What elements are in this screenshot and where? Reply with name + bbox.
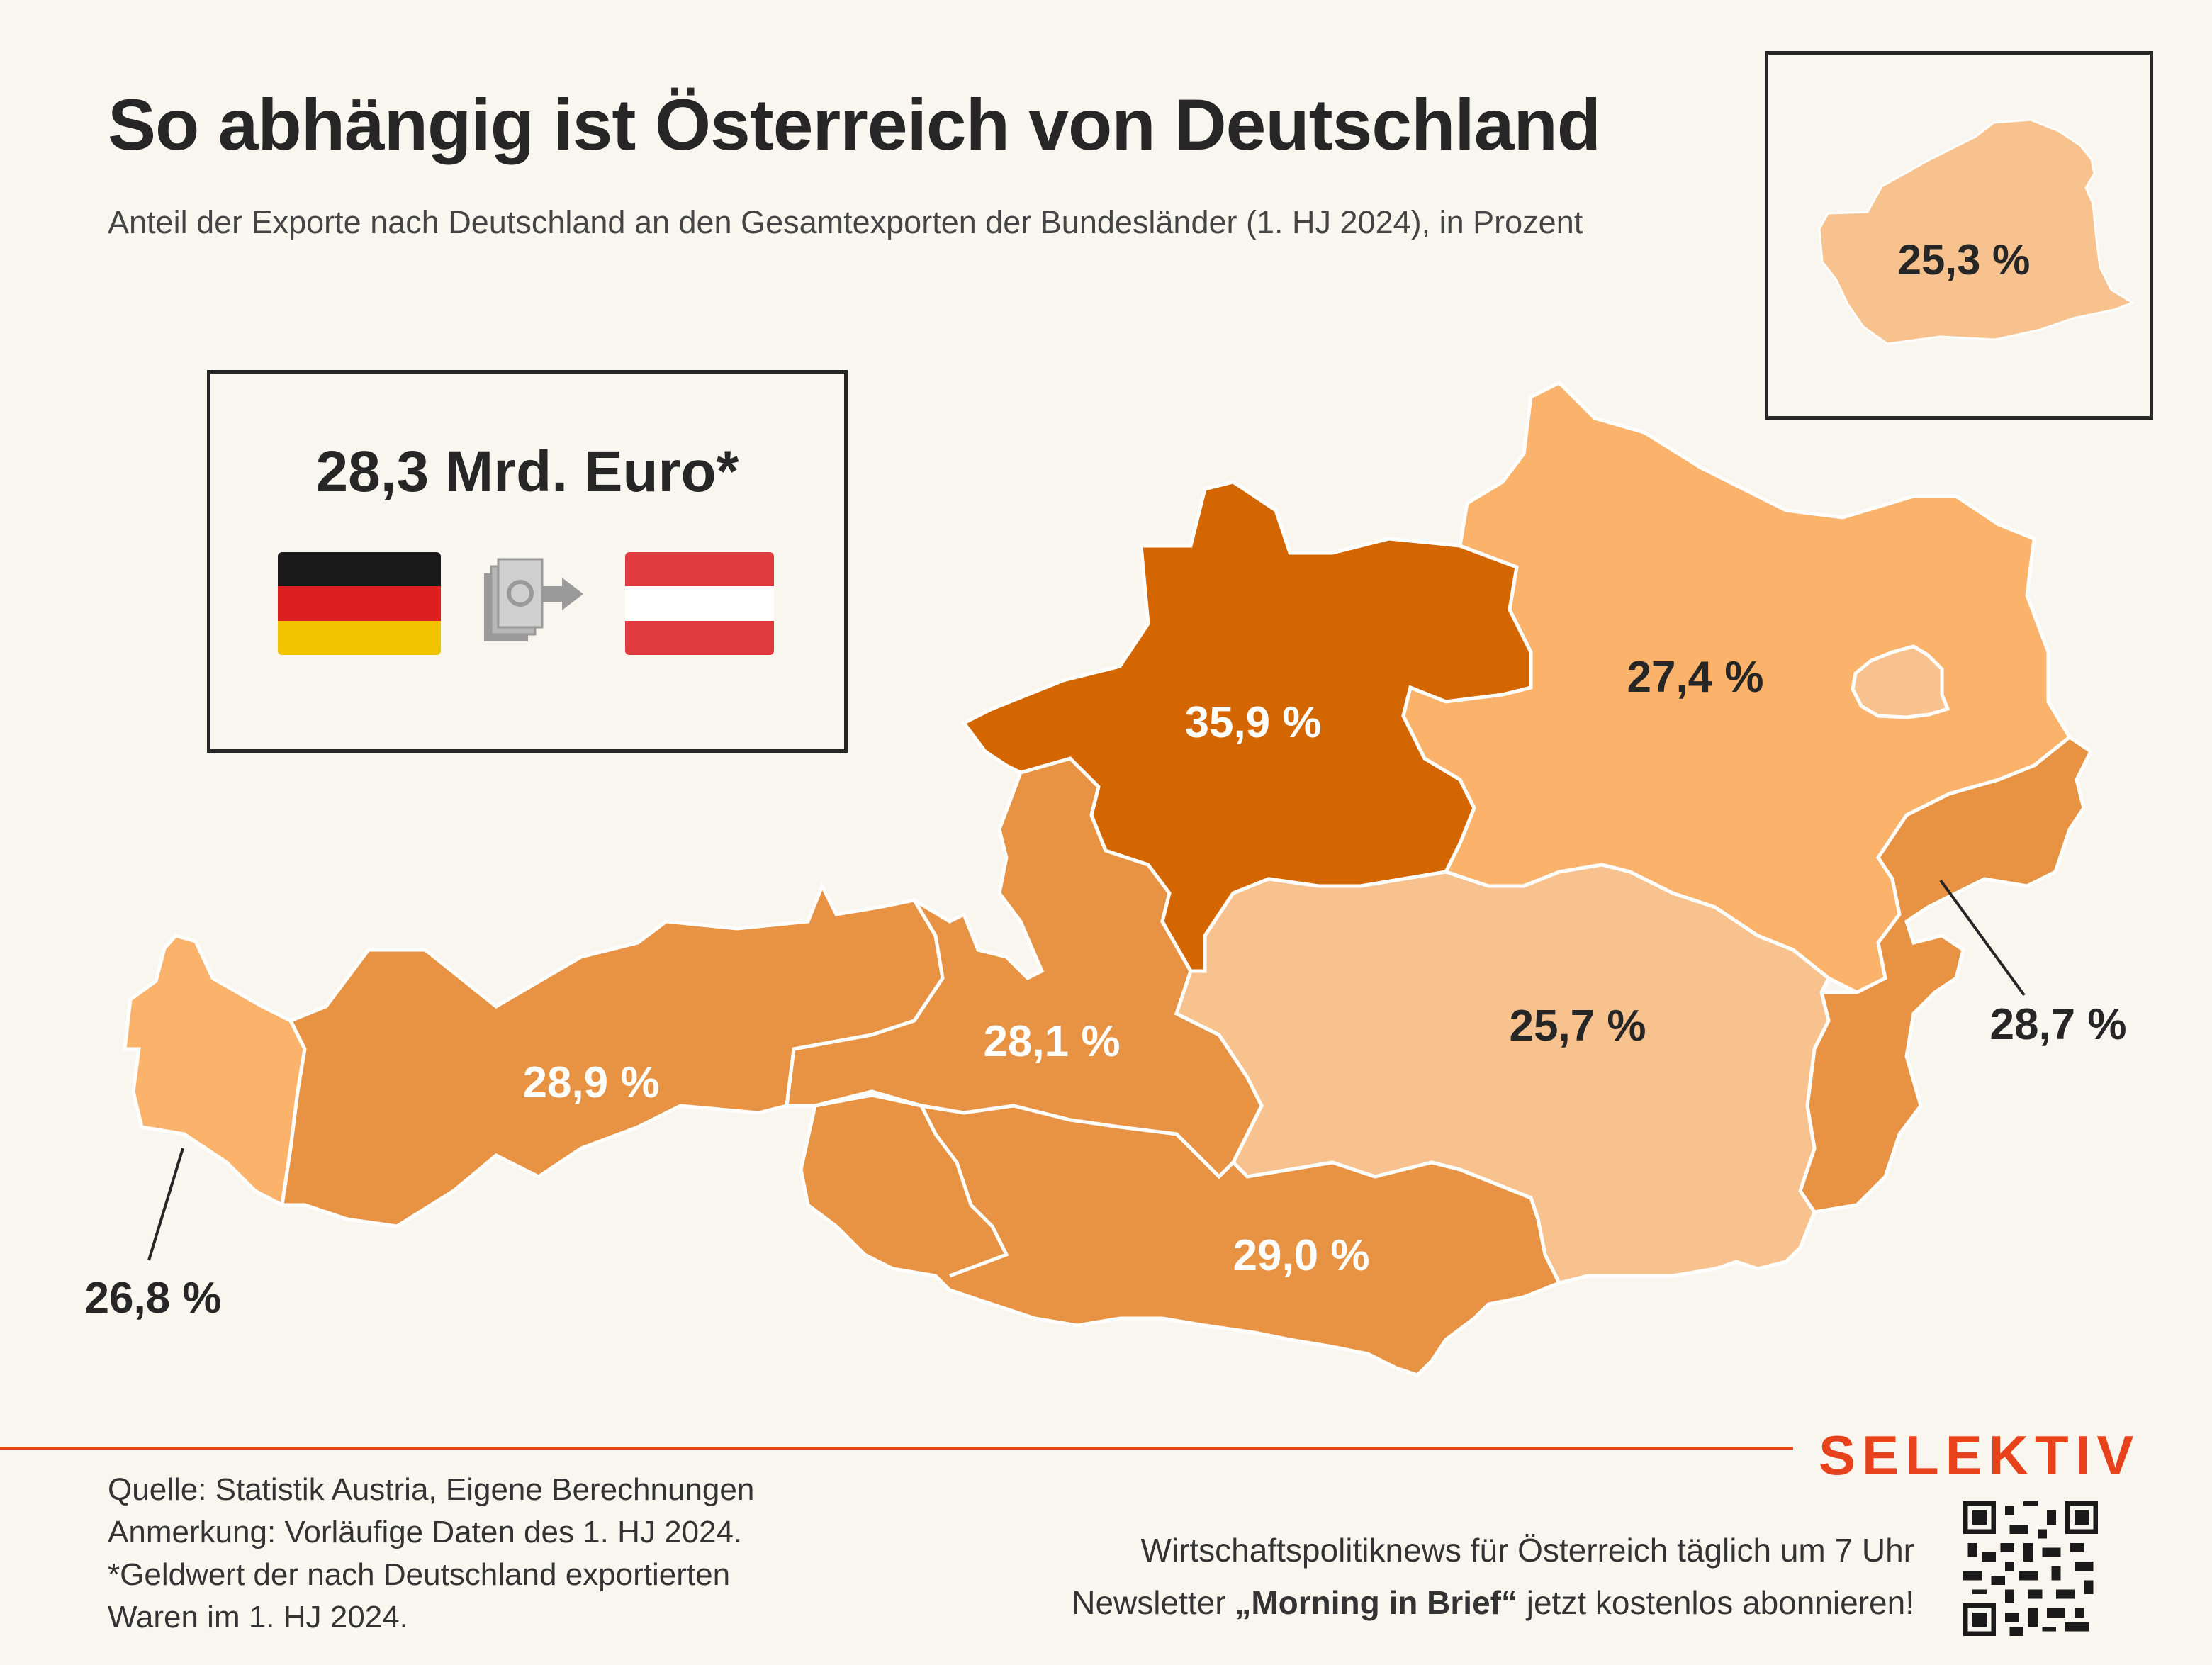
footnote-line: *Geldwert der nach Deutschland exportier… [108, 1557, 731, 1592]
promo-line-2: Newsletter „Morning in Brief“ jetzt kost… [1072, 1584, 1914, 1621]
note-line: Anmerkung: Vorläufige Daten des 1. HJ 20… [108, 1515, 743, 1549]
newsletter-promo: Wirtschaftspolitiknews für Österreich tä… [1072, 1524, 1914, 1629]
region-label-salzburg: 28,1 % [983, 1017, 1120, 1066]
region-label-oberoesterreich: 35,9 % [1184, 698, 1321, 747]
region-vorarlberg[interactable] [123, 934, 307, 1208]
osttirol-border [814, 1093, 1009, 1278]
footer-divider [0, 1447, 1793, 1450]
export-summary-box: 28,3 Mrd. Euro* [207, 370, 848, 753]
export-amount: 28,3 Mrd. Euro* [315, 439, 739, 504]
leader-line-burgenland [1939, 879, 2026, 997]
page-title: So abhängig ist Österreich von Deutschla… [108, 84, 1601, 165]
region-label-kaernten: 29,0 % [1233, 1231, 1369, 1280]
region-label-niederoesterreich: 27,4 % [1627, 653, 1763, 702]
region-label-tirol: 28,9 % [522, 1058, 659, 1107]
region-label-burgenland: 28,7 % [1989, 1000, 2126, 1049]
vienna-inset-map: 25,3 % [1818, 118, 2135, 345]
qr-code-icon[interactable] [1963, 1501, 2098, 1636]
germany-flag-icon [278, 552, 441, 655]
region-label-vorarlberg: 26,8 % [84, 1274, 221, 1323]
leader-line-vorarlberg [147, 1148, 184, 1261]
vienna-inset: 25,3 % [1765, 51, 2153, 420]
newsletter-name[interactable]: „Morning in Brief“ [1235, 1584, 1517, 1621]
brand-logo[interactable]: SELEKTIV [1819, 1424, 2140, 1486]
page-subtitle: Anteil der Exporte nach Deutschland an d… [108, 204, 1583, 240]
region-label-vienna: 25,3 % [1898, 236, 2031, 284]
source-notes: Quelle: Statistik Austria, Eigene Berech… [108, 1469, 754, 1639]
region-burgenland[interactable] [1798, 734, 2094, 1214]
source-line: Quelle: Statistik Austria, Eigene Berech… [108, 1472, 755, 1507]
promo-line-1: Wirtschaftspolitiknews für Österreich tä… [1140, 1532, 1914, 1569]
austria-flag-icon [625, 552, 774, 655]
footnote-line: Waren im 1. HJ 2024. [108, 1600, 408, 1635]
region-vienna-inset[interactable] [1818, 118, 2135, 345]
region-kaernten[interactable] [799, 1089, 1562, 1377]
region-label-steiermark: 25,7 % [1509, 1002, 1646, 1050]
region-wien[interactable] [1851, 644, 1950, 719]
money-transfer-icon [484, 558, 583, 641]
